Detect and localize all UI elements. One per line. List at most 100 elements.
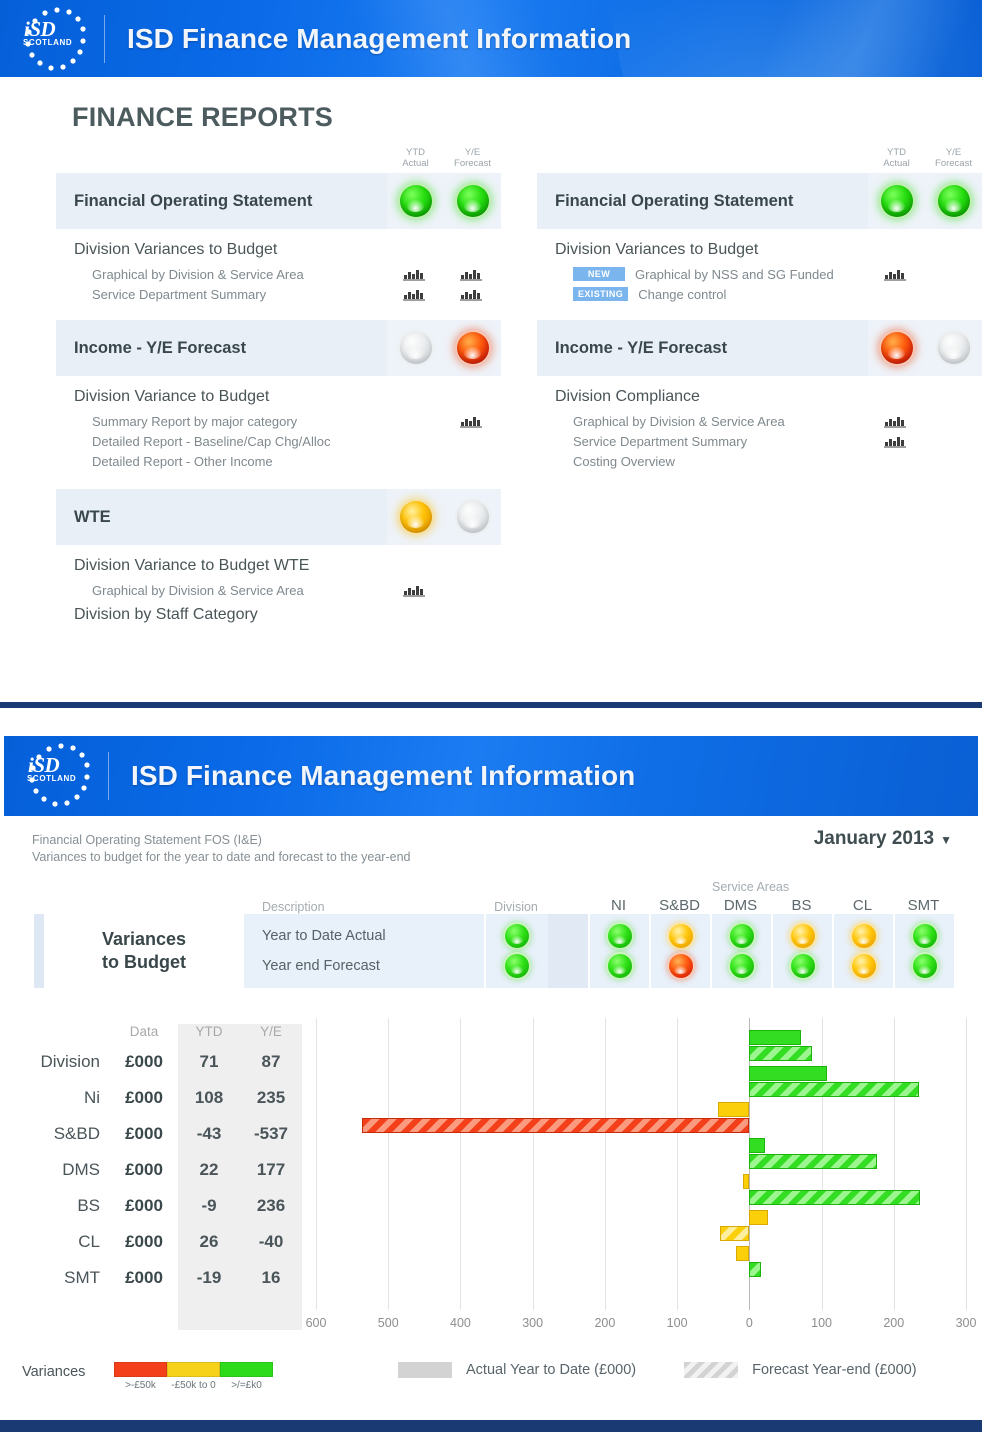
legend-chip-actual (398, 1362, 452, 1378)
badge-new: NEW (573, 267, 625, 281)
ye-header-line1: Y/E (945, 147, 962, 158)
swatch-label-red: >-£50k (125, 1380, 156, 1391)
x-axis-tick-label: 300 (955, 1316, 977, 1330)
row-name: DMS (62, 1160, 100, 1179)
report-sub-row[interactable]: Graphical by Division & Service Area (555, 411, 982, 431)
period-selector[interactable]: January 2013 ▼ (814, 828, 952, 850)
chart-link-ytd[interactable] (386, 287, 443, 301)
chart-bar-ye (361, 1118, 750, 1133)
report-sub-row[interactable]: Detailed Report - Baseline/Cap Chg/Alloc (74, 431, 501, 451)
summary-lamp-col-ni (588, 914, 649, 988)
chart-bar-ye (749, 1154, 878, 1169)
table-row: BS £000 -9 236 (0, 1188, 302, 1224)
swatch-color-amber (167, 1362, 220, 1377)
report-sub-row[interactable]: Costing Overview (555, 451, 982, 471)
x-axis-tick-label: 300 (522, 1316, 544, 1330)
report-group: Division Variance to Budget WTE Graphica… (56, 545, 501, 633)
report-subtitle-1: Financial Operating Statement FOS (I&E) (32, 833, 262, 847)
row-ye: 236 (256, 1196, 286, 1215)
bar-chart-icon (459, 417, 482, 428)
report-card[interactable]: Income - Y/E Forecast (537, 320, 982, 376)
light-column-headers: YTD Actual Y/E Forecast (537, 147, 982, 173)
ye-forecast-header: Y/E Forecast (925, 147, 982, 169)
bar-chart-icon (459, 290, 482, 301)
chart-link-ytd[interactable] (386, 583, 443, 597)
legend-item-forecast: Forecast Year-end (£000) (684, 1362, 917, 1378)
report-card[interactable]: WTE (56, 489, 501, 545)
row-unit: £000 (125, 1232, 163, 1251)
chart-legend: Variances >-£50k -£50k to 0 >/=£k0 Actua… (0, 1354, 982, 1408)
report-sub-row[interactable]: Graphical by Division & Service Area (74, 580, 501, 600)
report-group-title: Division Variances to Budget (555, 241, 759, 258)
row-ye: -40 (258, 1232, 284, 1251)
summary-header-row: Description Division NI S&BD DMS BS CL S… (0, 880, 982, 914)
chart-link-ye[interactable] (443, 267, 500, 281)
bar-chart-icon (883, 437, 906, 448)
chart-link-ytd[interactable] (867, 434, 924, 448)
summary-lamp-col-cl (832, 914, 893, 988)
plot-area (316, 1018, 967, 1310)
report-card[interactable]: Financial Operating Statement (56, 173, 501, 229)
report-card[interactable]: Financial Operating Statement (537, 173, 982, 229)
chart-link-ytd[interactable] (867, 267, 924, 281)
x-axis-tick-label: 200 (594, 1316, 616, 1330)
swatch-label-amber: -£50k to 0 (171, 1380, 216, 1391)
ytd-header-line1: YTD (406, 147, 425, 158)
chart-bar-ytd (718, 1102, 750, 1117)
report-card[interactable]: Income - Y/E Forecast (56, 320, 501, 376)
vtb-line2: to Budget (102, 952, 186, 972)
bar-chart-icon (459, 270, 482, 281)
logo-subtext: SCOTLAND (23, 38, 73, 47)
chart-bar-ye (749, 1082, 920, 1097)
bar-chart-icon (883, 417, 906, 428)
chart-link-ye[interactable] (443, 287, 500, 301)
summary-lamp (668, 954, 693, 978)
ye-forecast-header: Y/E Forecast (444, 147, 501, 169)
x-axis-tick-label: 200 (883, 1316, 905, 1330)
summary-lamp-col-bs (771, 914, 832, 988)
legend-variances-label: Variances (22, 1364, 86, 1380)
x-axis-tick-label: 600 (305, 1316, 327, 1330)
row-name: Ni (83, 1088, 100, 1107)
summary-row-label: Year end Forecast (262, 958, 380, 974)
chart-link-ytd[interactable] (867, 414, 924, 428)
table-row: S&BD £000 -43 -537 (0, 1116, 302, 1152)
table-row: Division £000 71 87 (0, 1044, 302, 1080)
app-title-2: ISD Finance Management Information (131, 760, 636, 791)
col-header-sbd: S&BD (659, 897, 700, 914)
row-ytd: -19 (196, 1268, 222, 1287)
isd-logo: iSD SCOTLAND (0, 0, 104, 77)
swatch-color-green (220, 1362, 273, 1377)
row-ye: -537 (253, 1124, 289, 1143)
report-sub-row[interactable]: EXISTING Change control (555, 284, 982, 304)
ytd-header-line2: Actual (883, 158, 910, 169)
service-areas-text: Service Areas (712, 880, 790, 894)
report-card-lights (868, 173, 982, 229)
isd-logo-2: iSD SCOTLAND (4, 736, 108, 816)
status-lamp-ytd (880, 185, 913, 217)
report-sub-row[interactable]: Graphical by Division & Service Area (74, 264, 501, 284)
report-sub-row[interactable]: Service Department Summary (555, 431, 982, 451)
bar-chart-icon (883, 270, 906, 281)
ye-header-line2: Forecast (935, 158, 972, 169)
report-sub-row[interactable]: Detailed Report - Other Income (74, 451, 501, 471)
row-name: SMT (64, 1268, 100, 1287)
swatch-color-red (114, 1362, 167, 1377)
summary-lamp (912, 954, 937, 978)
chart-link-ye[interactable] (443, 414, 500, 428)
report-group: Division Variances to Budget NEW Graphic… (537, 229, 982, 308)
row-ye: 87 (261, 1052, 281, 1071)
legend-item-actual: Actual Year to Date (£000) (398, 1362, 636, 1378)
col-header-dms: DMS (723, 897, 758, 914)
report-sub-row[interactable]: NEW Graphical by NSS and SG Funded (555, 264, 982, 284)
report-sub-row[interactable]: Service Department Summary (74, 284, 501, 304)
chart-link-ytd[interactable] (386, 267, 443, 281)
row-ytd: 22 (199, 1160, 219, 1179)
status-lamp-ytd (399, 332, 432, 364)
footer-band (0, 1420, 982, 1432)
report-group: Division Variance to Budget Summary Repo… (56, 376, 501, 475)
swatch-red: >-£50k (114, 1362, 167, 1391)
report-group-title: Division Compliance (555, 388, 700, 405)
report-sub-row[interactable]: Summary Report by major category (74, 411, 501, 431)
